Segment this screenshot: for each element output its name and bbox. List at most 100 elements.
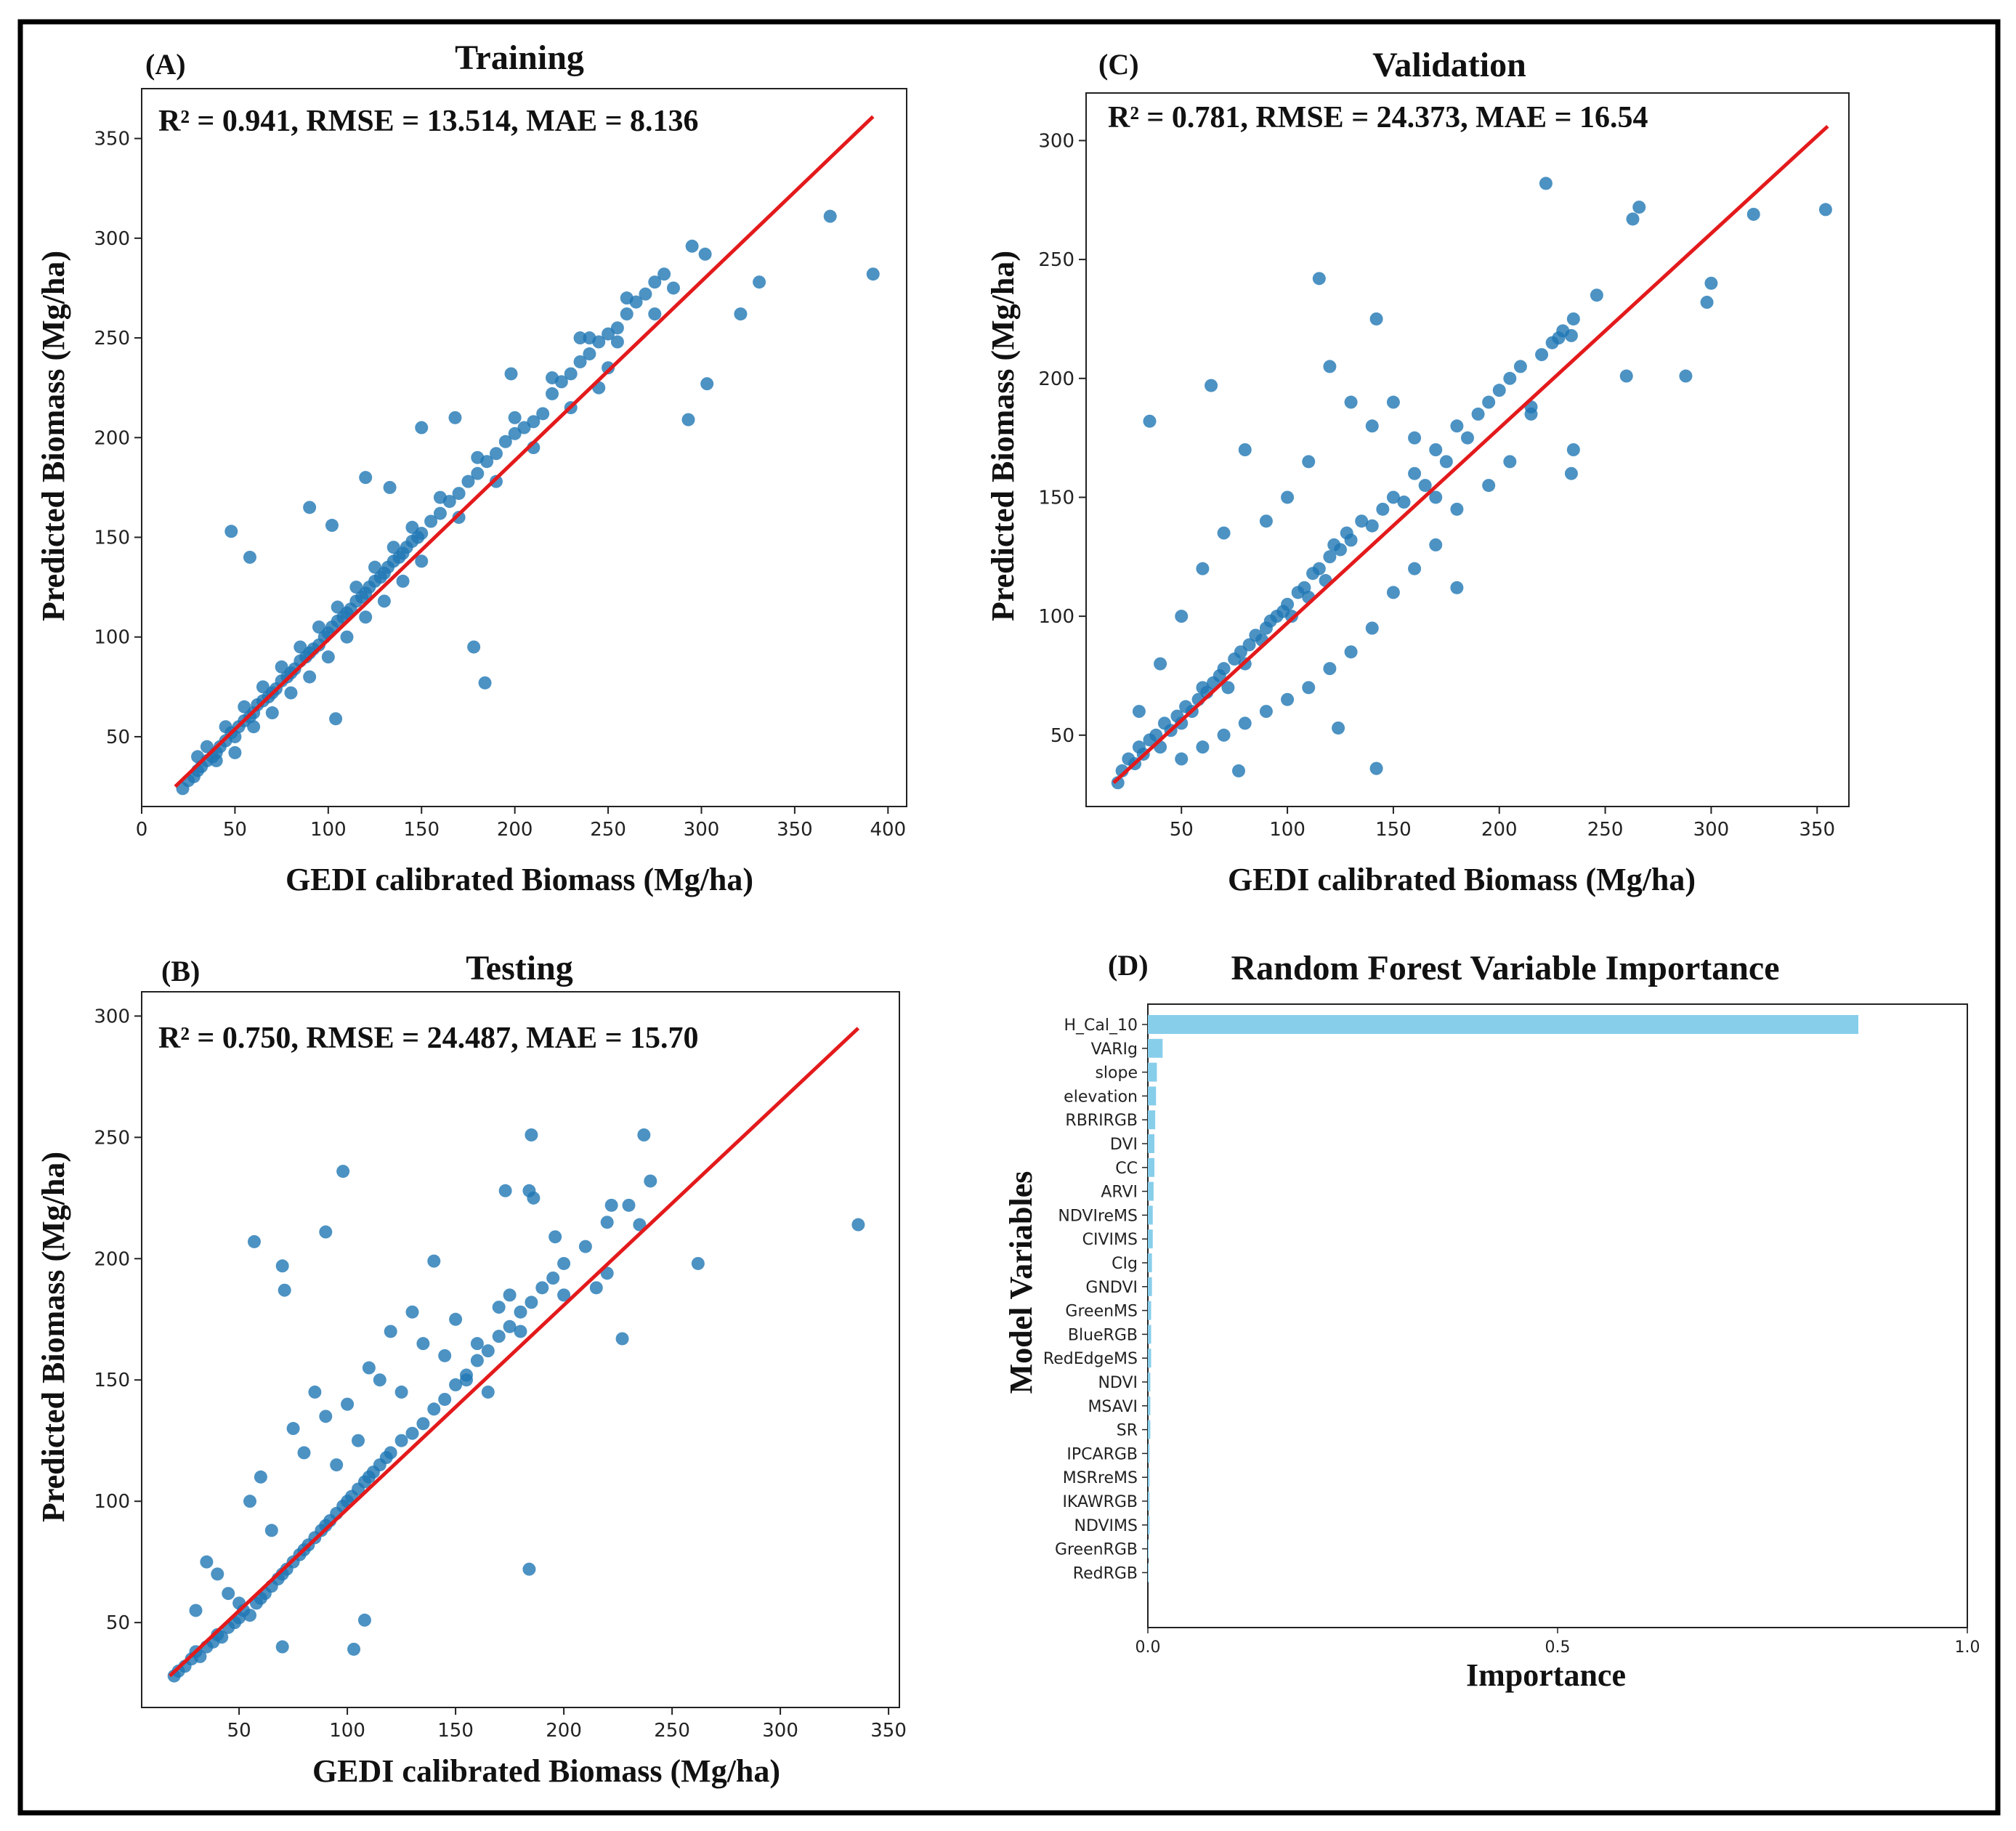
data-point xyxy=(319,1225,333,1239)
category-label: slope xyxy=(1095,1064,1138,1083)
data-point xyxy=(1564,466,1578,480)
y-tick-label: 300 xyxy=(94,1006,130,1027)
x-axis-title: GEDI calibrated Biomass (Mg/ha) xyxy=(1228,862,1696,897)
data-point xyxy=(1281,490,1295,504)
data-point xyxy=(427,1402,441,1416)
category-label: RBRIRGB xyxy=(1065,1112,1138,1130)
data-point xyxy=(1365,419,1379,433)
data-point xyxy=(492,1301,506,1314)
x-tick-label: 150 xyxy=(437,1720,474,1742)
data-point xyxy=(489,474,503,488)
data-point xyxy=(546,387,559,400)
data-point xyxy=(1284,610,1298,623)
data-point xyxy=(1242,638,1256,652)
data-point xyxy=(503,1288,517,1302)
category-label: GreenRGB xyxy=(1055,1541,1138,1559)
data-point xyxy=(600,1216,614,1229)
data-point xyxy=(1386,490,1400,504)
data-point xyxy=(1196,740,1210,754)
data-point xyxy=(1704,276,1718,290)
stats-annotation: R² = 0.941, RMSE = 13.514, MAE = 8.136 xyxy=(158,105,699,138)
data-point xyxy=(415,554,429,568)
data-point xyxy=(1450,419,1464,433)
x-tick-label: 50 xyxy=(227,1720,251,1742)
data-point xyxy=(373,1373,386,1387)
data-point xyxy=(1302,681,1316,695)
data-point xyxy=(1429,490,1443,504)
data-point xyxy=(1700,296,1714,310)
data-point xyxy=(666,281,680,295)
data-point xyxy=(525,1128,538,1141)
data-point xyxy=(633,1218,647,1232)
panel-letter: (C) xyxy=(1098,48,1139,81)
x-axis-title: GEDI calibrated Biomass (Mg/ha) xyxy=(312,1753,780,1789)
data-point xyxy=(405,1426,419,1440)
data-point xyxy=(1312,562,1326,575)
y-tick-label: 150 xyxy=(1038,487,1074,509)
data-point xyxy=(278,1283,291,1297)
category-label: MSRreMS xyxy=(1063,1469,1138,1487)
data-point xyxy=(215,1630,229,1644)
data-point xyxy=(481,1385,495,1399)
data-point xyxy=(504,367,518,381)
category-label: NDVIMS xyxy=(1074,1517,1138,1535)
data-point xyxy=(433,506,447,520)
data-point xyxy=(228,745,242,759)
importance-bar xyxy=(1148,1349,1151,1368)
data-point xyxy=(449,1378,463,1391)
category-label: elevation xyxy=(1064,1088,1138,1106)
category-label: DVI xyxy=(1110,1136,1138,1154)
data-point xyxy=(546,1272,560,1285)
y-tick-label: 250 xyxy=(94,1127,130,1149)
data-point xyxy=(471,450,485,464)
data-point xyxy=(1355,514,1369,528)
importance-bar xyxy=(1148,1420,1151,1439)
y-tick-label: 300 xyxy=(1038,130,1074,152)
data-point xyxy=(1175,716,1189,730)
importance-bar xyxy=(1148,1253,1152,1272)
data-point xyxy=(340,630,354,644)
data-point xyxy=(1369,312,1383,326)
data-point xyxy=(1397,496,1411,509)
importance-bar xyxy=(1148,1444,1150,1463)
data-point xyxy=(1418,479,1432,493)
y-tick-label: 300 xyxy=(94,228,130,250)
data-point xyxy=(347,1642,361,1656)
data-point xyxy=(508,411,522,424)
data-point xyxy=(1679,369,1693,383)
data-point xyxy=(1492,384,1506,397)
data-point xyxy=(1564,328,1578,342)
data-point xyxy=(341,1397,355,1411)
importance-bar xyxy=(1148,1301,1151,1320)
data-point xyxy=(602,361,615,375)
data-point xyxy=(589,1281,603,1295)
data-point xyxy=(644,1174,657,1188)
y-axis-title: Predicted Biomass (Mg/ha) xyxy=(985,251,1021,621)
data-point xyxy=(1281,597,1295,611)
data-point xyxy=(1369,761,1383,775)
panel-title: Training xyxy=(455,39,584,77)
data-point xyxy=(1566,443,1580,456)
data-point xyxy=(415,527,429,541)
data-point xyxy=(583,331,596,345)
data-point xyxy=(1513,360,1527,373)
x-tick-label: 300 xyxy=(684,819,720,841)
category-label: GNDVI xyxy=(1085,1279,1138,1297)
data-point xyxy=(503,1319,517,1333)
category-label: RedEdgeMS xyxy=(1043,1350,1138,1368)
category-label: CIVIMS xyxy=(1082,1231,1138,1249)
x-tick-label: 50 xyxy=(1170,819,1194,841)
fit-line xyxy=(169,1027,860,1678)
data-point xyxy=(448,411,462,424)
data-point xyxy=(1539,177,1553,190)
data-point xyxy=(583,347,596,361)
data-point xyxy=(615,1332,629,1346)
importance-bar xyxy=(1148,1563,1149,1583)
x-tick-label: 350 xyxy=(1799,819,1835,841)
importance-bar xyxy=(1148,1062,1157,1082)
data-point xyxy=(1323,360,1337,373)
category-label: BlueRGB xyxy=(1068,1326,1138,1344)
plot-area: H_Cal_10 VARIg slope elevation RBRIRGB DVI CC A… xyxy=(1043,1003,1980,1657)
data-point xyxy=(1205,379,1218,392)
